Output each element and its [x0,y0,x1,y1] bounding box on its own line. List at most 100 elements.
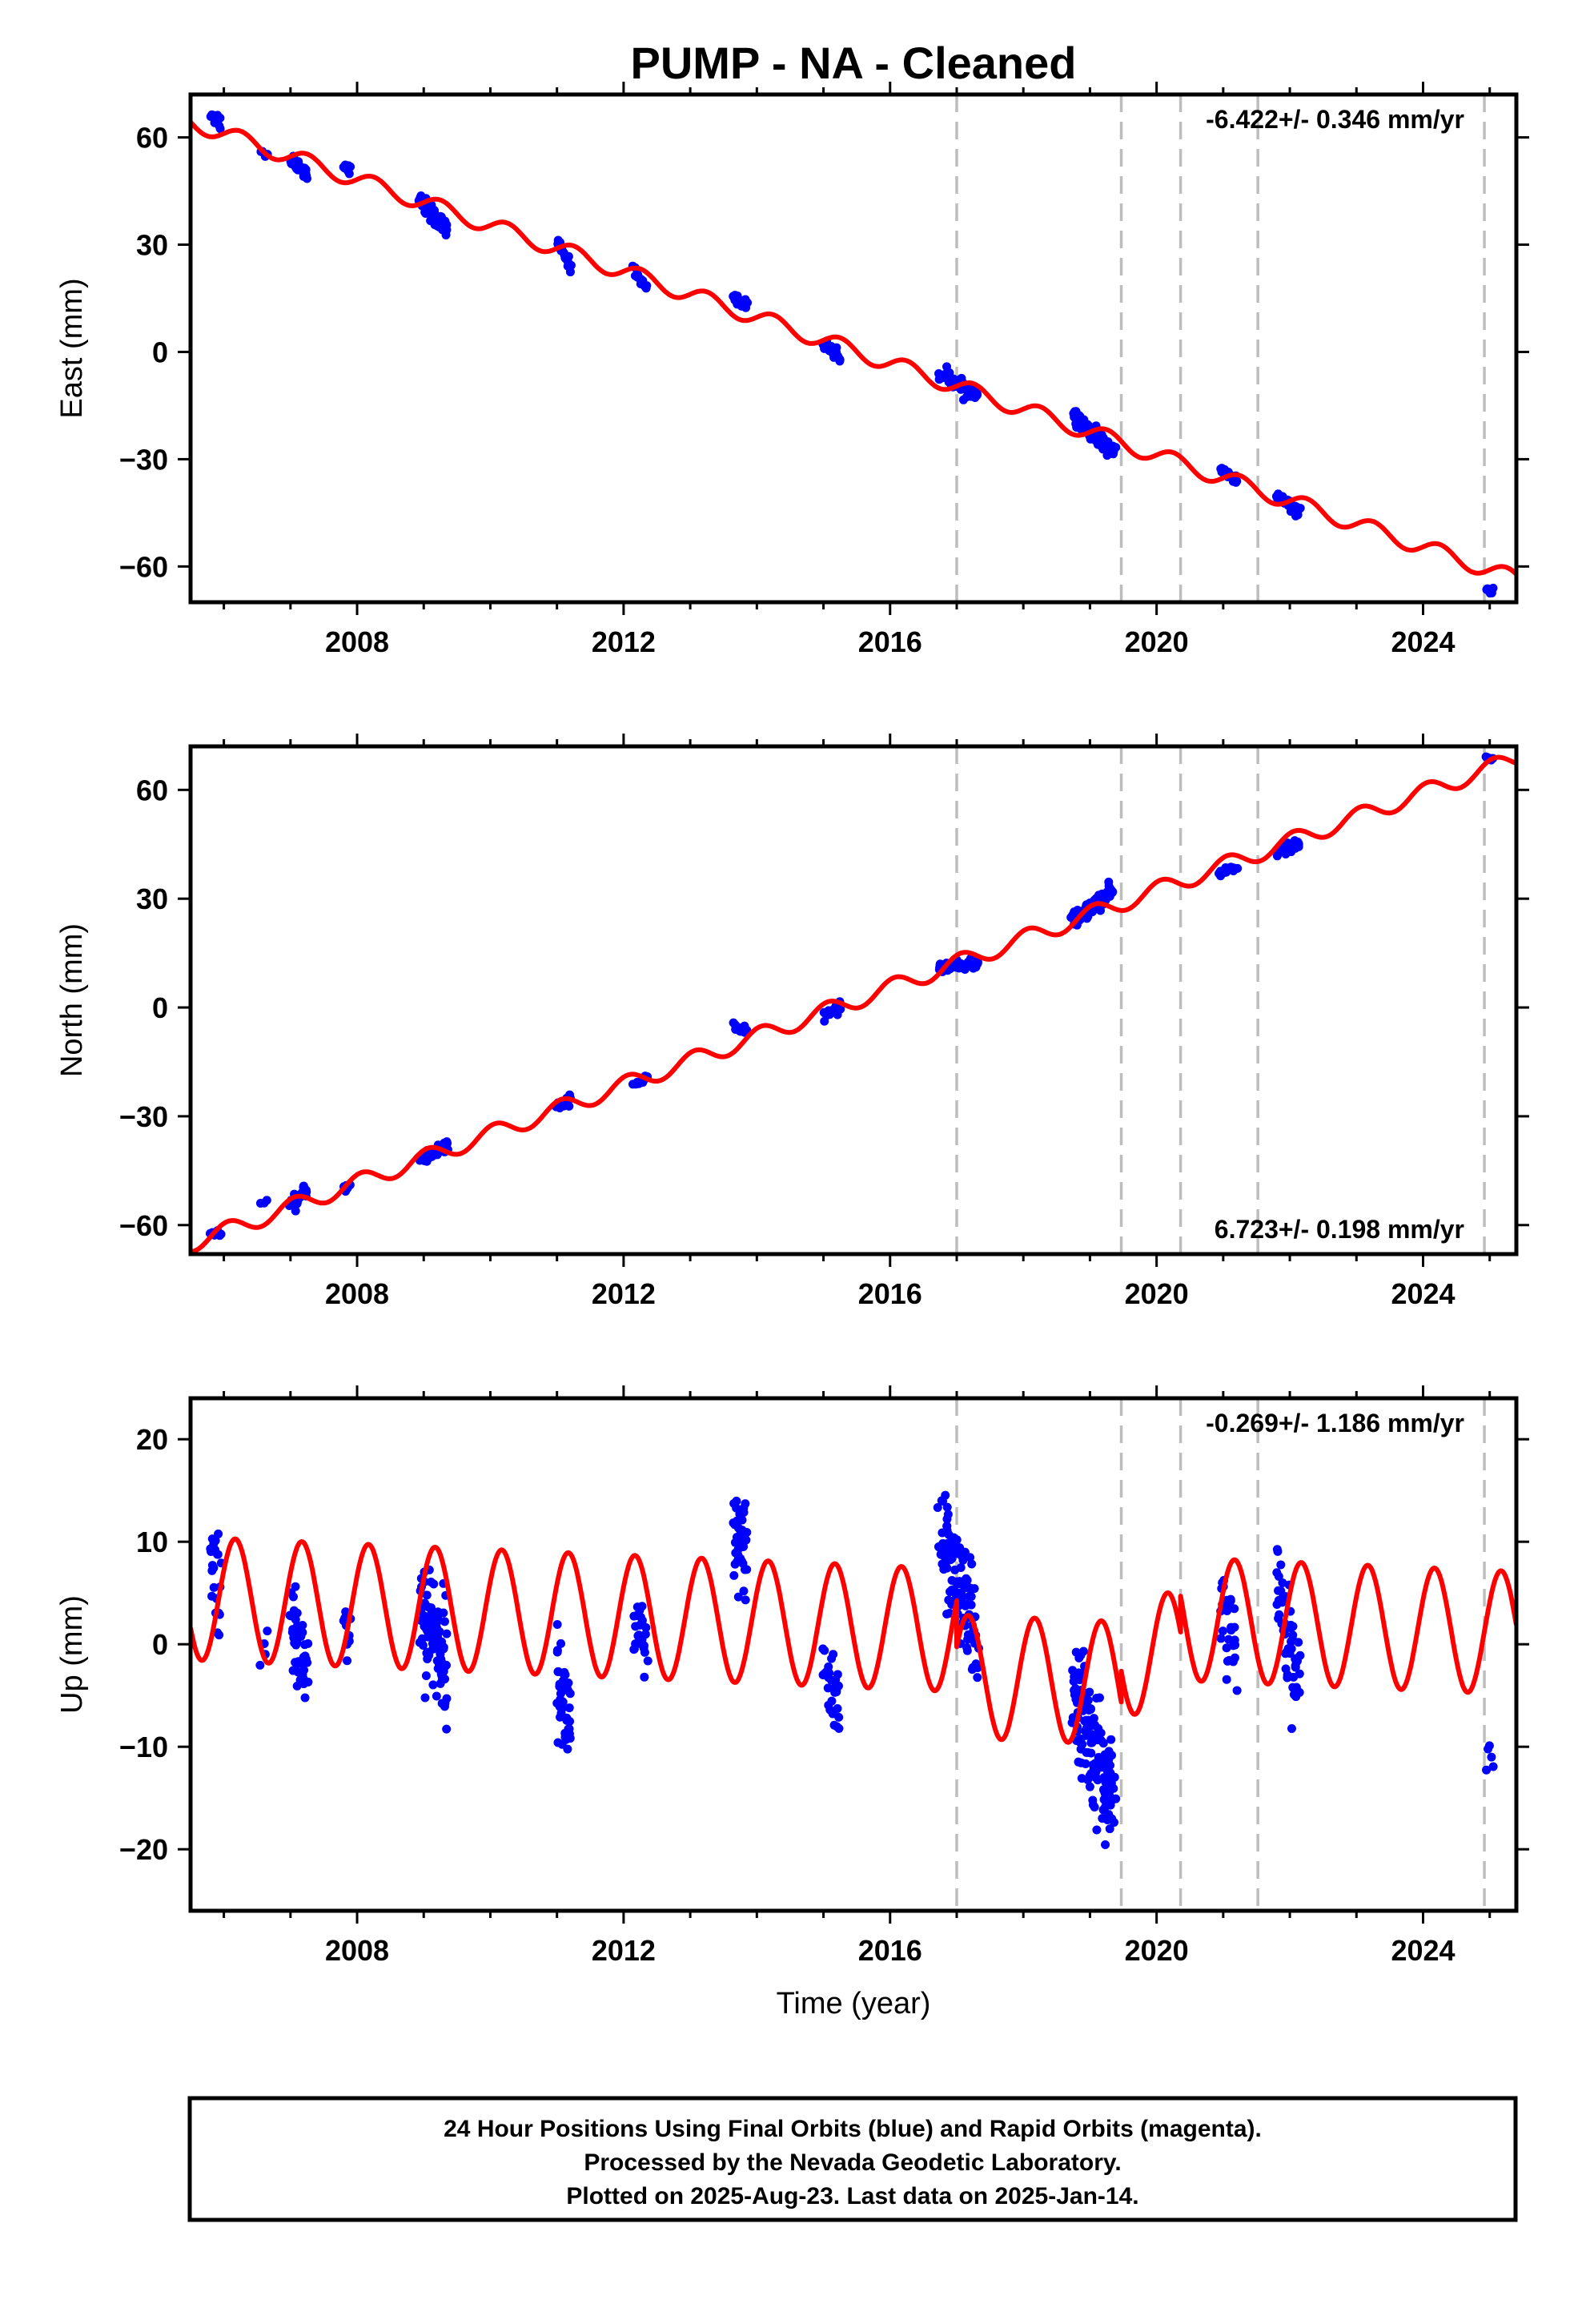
y-tick-label: 0 [152,1628,168,1661]
y-tick-label: 20 [136,1423,168,1456]
data-point [288,1592,298,1602]
data-point [833,1704,842,1714]
y-tick-label: −60 [119,550,168,583]
data-point [641,1622,651,1632]
data-point [298,1628,307,1638]
data-points [206,110,1498,598]
data-point [441,230,451,239]
data-point [1107,1814,1117,1823]
y-tick-label: 60 [136,774,168,806]
data-point [299,1666,309,1675]
data-point [1085,1703,1094,1713]
panel-up: 2008 2012 2016 2020 2024 −20 −10 0 10 20 Up (mm) Ti… [55,1385,1529,2020]
data-point [834,1723,844,1733]
y-tick-label: 0 [152,991,168,1024]
data-point [637,1602,647,1611]
y-tick-label: 30 [136,229,168,262]
data-point [1085,1687,1094,1697]
data-point [1074,1653,1084,1663]
data-point [973,389,982,399]
data-point [1287,1644,1296,1654]
data-point [1293,510,1303,520]
data-point [1102,1767,1112,1776]
data-point [1081,1759,1090,1769]
x-tick-label: 2008 [325,1934,389,1967]
x-tick-label: 2012 [592,1277,656,1310]
data-point [564,251,573,261]
data-point [1078,1739,1087,1749]
data-point [344,169,354,179]
data-points [206,752,1498,1240]
data-point [641,283,651,293]
x-tick-label: 2012 [592,1934,656,1967]
data-point [1233,863,1243,873]
data-point [742,1528,752,1538]
data-point [742,1565,752,1574]
data-point [1110,1772,1119,1782]
data-point [432,1691,441,1701]
data-point [1218,1626,1227,1636]
y-axis-label: North (mm) [55,923,89,1077]
data-point [442,1629,452,1638]
model-curve [191,120,1516,577]
y-tick-label: −10 [119,1731,168,1763]
data-point [973,1673,982,1683]
data-point [428,1680,438,1690]
data-point [966,1592,976,1602]
data-point [566,260,576,270]
data-point [1288,1622,1298,1631]
data-point [971,1659,981,1669]
data-point [565,1716,575,1726]
data-point [970,1584,979,1594]
data-point [1111,443,1121,452]
data-point [832,343,841,352]
data-point [418,1641,428,1651]
data-point [442,1724,452,1734]
data-point [1088,1795,1098,1805]
data-point [1287,1723,1296,1733]
data-point [565,1734,575,1743]
data-point [442,1694,452,1703]
x-tick-label: 2016 [858,1934,922,1967]
data-point [1109,1783,1118,1793]
footer-line-1: 24 Hour Positions Using Final Orbits (bl… [444,2116,1262,2142]
data-point [973,959,982,969]
data-point [214,1529,223,1538]
data-point [1278,1578,1287,1587]
data-point [1275,1610,1284,1619]
data-point [346,162,355,171]
y-tick-label: −20 [119,1833,168,1866]
data-point [435,1626,444,1636]
data-point [300,1693,310,1703]
data-point [1291,1658,1301,1667]
data-point [739,1507,749,1517]
data-point [946,1555,955,1565]
data-point [429,206,439,215]
data-point [1107,1751,1117,1760]
rate-annotation: -0.269+/- 1.186 mm/yr [1206,1409,1464,1437]
x-tick-label: 2008 [325,1277,389,1310]
data-point [1226,1594,1235,1604]
data-point [215,1630,224,1640]
data-point [421,1671,431,1680]
data-point [1216,1634,1226,1643]
data-point [1230,1604,1239,1614]
data-point [1083,1747,1093,1757]
data-point [1092,1693,1102,1703]
data-point [1078,1647,1088,1656]
data-point [1274,1571,1283,1581]
y-axis-label: East (mm) [55,278,89,418]
data-point [834,1712,844,1722]
data-point [422,1590,432,1600]
panel-east: 2008 2012 2016 2020 2024 −60 −30 0 30 60 East (mm)… [55,82,1529,658]
data-point [820,1646,829,1655]
data-point [825,1668,834,1678]
data-point [1488,583,1498,593]
model-curve [191,1536,1516,1745]
y-tick-label: 60 [136,122,168,155]
data-point [429,1579,439,1589]
x-tick-label: 2020 [1125,625,1189,658]
figure-title: PUMP - NA - Cleaned [631,38,1077,88]
data-point [552,1620,562,1630]
